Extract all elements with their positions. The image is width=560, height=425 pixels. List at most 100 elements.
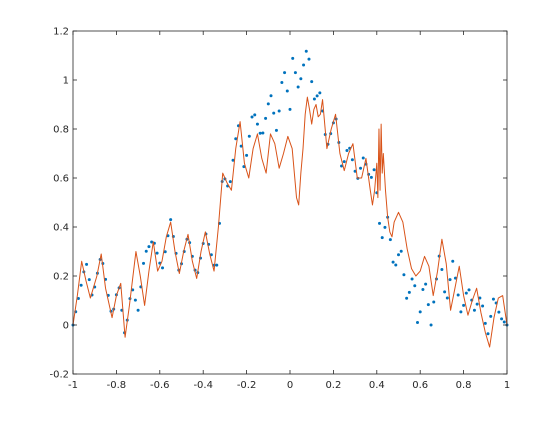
series-1-markers [71,49,509,336]
data-point [133,298,137,302]
data-point [293,71,297,75]
data-point [453,276,457,280]
data-point [361,156,365,160]
data-point [372,168,376,172]
data-point [285,89,289,93]
y-tick-label: 1.2 [53,27,69,38]
data-point [491,297,495,301]
data-point [264,116,268,120]
data-point [369,175,373,179]
y-tick-label: 1 [63,76,69,87]
data-point [315,94,319,98]
data-point [274,128,278,132]
data-point [391,260,395,264]
data-point [407,290,411,294]
data-point [253,113,257,117]
data-point [478,296,482,300]
data-point [79,283,83,287]
data-point [415,321,419,325]
data-point [266,102,270,106]
data-point [380,236,384,240]
data-point [342,160,346,164]
x-tick-label: -0.8 [107,380,127,391]
data-point [147,245,151,249]
data-point [250,115,254,119]
y-tick-label: 0.4 [53,223,69,234]
x-axis: -1 -0.8 -0.6 -0.4 -0.2 0 0.2 0.4 0.6 0.8 1 [68,31,510,391]
data-point [261,131,265,135]
data-point [418,310,422,314]
data-point [258,131,262,135]
plot-area [71,30,509,375]
series-layer [71,49,509,348]
data-point [215,263,219,267]
data-point [464,291,468,295]
data-point [475,302,479,306]
y-tick-label: -0.2 [49,370,69,381]
data-point [136,308,140,312]
series-2-line [72,96,508,348]
data-point [150,240,154,244]
data-point [405,296,409,300]
data-point [318,91,322,95]
data-point [383,225,387,229]
data-point [299,77,303,81]
data-point [231,158,235,162]
data-point [378,221,382,225]
data-point [440,267,444,271]
data-point [142,261,146,265]
data-point [402,273,406,277]
data-point [432,300,436,304]
data-point [345,148,349,152]
data-point [269,94,273,98]
data-point [291,56,295,60]
data-point [85,262,89,266]
data-point [467,288,471,292]
data-point [288,107,292,111]
x-tick-label: -0.6 [150,380,170,391]
data-point [429,323,433,327]
data-point [421,287,425,291]
data-point [340,164,344,168]
data-point [497,310,501,314]
data-point [312,97,316,101]
data-point [502,320,506,324]
axes-background [73,31,507,374]
data-point [472,308,476,312]
data-point [462,303,466,307]
data-point [443,290,447,294]
data-point [394,263,398,267]
data-point [426,303,430,307]
x-tick-label: -0.2 [237,380,257,391]
data-point [424,282,428,286]
data-point [234,137,238,141]
data-point [247,134,251,138]
data-point [131,288,135,292]
x-tick-label: 0.2 [325,380,341,391]
data-point [500,317,504,321]
data-point [459,310,463,314]
data-point [350,158,354,162]
y-tick-label: 0 [63,321,69,332]
data-point [280,80,284,84]
x-tick-label: 0.8 [456,380,472,391]
data-point [272,111,276,115]
data-point [359,166,363,170]
data-point [399,249,403,253]
x-tick-label: 0.6 [412,380,428,391]
y-axis: -0.2 0 0.2 0.4 0.6 0.8 1 1.2 [49,27,507,381]
y-tick-label: 0.6 [53,174,69,185]
data-point [169,218,173,222]
data-point [161,266,165,270]
x-tick-label: 1 [504,380,510,391]
data-point [144,249,148,253]
data-point [445,296,449,300]
data-point [388,238,392,242]
data-point [76,296,80,300]
data-point [481,304,485,308]
data-point [242,165,246,169]
data-point [310,80,314,84]
data-point [307,57,311,61]
